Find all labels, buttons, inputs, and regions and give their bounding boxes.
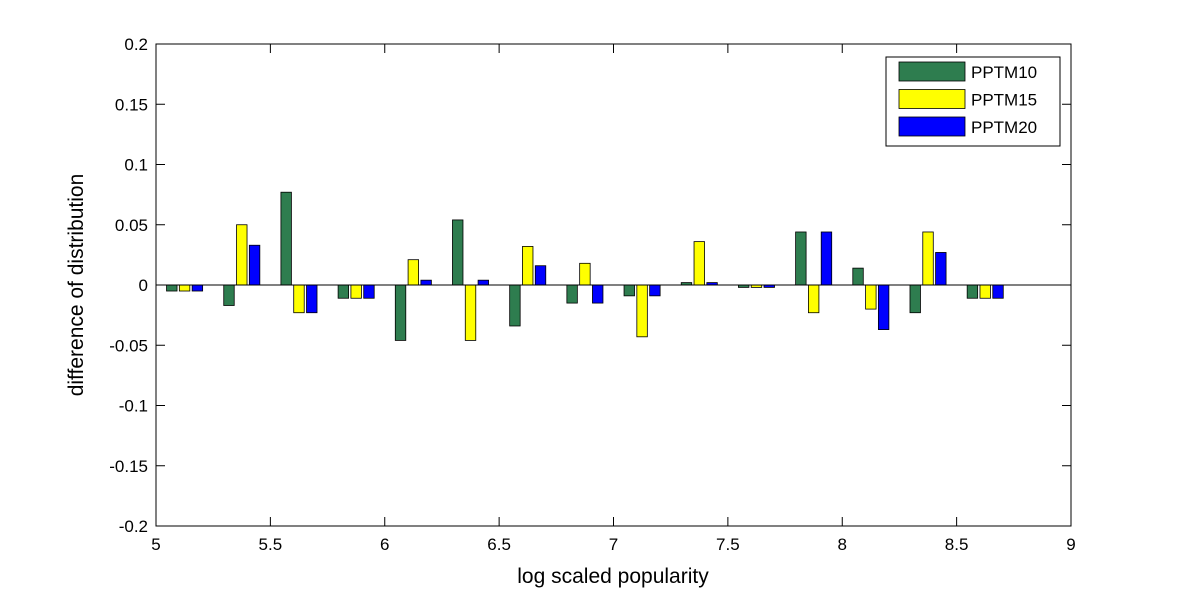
bar-pptm10-14	[966, 284, 979, 299]
y-tick-label: 0.2	[124, 35, 148, 54]
legend-swatch-pptm15	[898, 89, 966, 109]
x-tick-label: 8.5	[945, 535, 969, 554]
y-axis-ticks: 0.2 0.15 0.1 0.05 0 -0.05 -0.1 -0.15 -0.2	[109, 35, 1071, 536]
y-tick-label: -0.1	[119, 397, 148, 416]
legend-label-pptm20: PPTM20	[971, 118, 1037, 137]
bar-pptm10-6	[509, 284, 521, 327]
bar-pptm10-12	[852, 267, 864, 286]
bar-pptm20-14	[992, 284, 1004, 299]
bar-pptm20-8	[649, 284, 661, 297]
x-axis-ticks: 5 5.5 6 6.5 7 7.5 8 8.5 9	[151, 44, 1076, 554]
bar-pptm20-5	[477, 279, 489, 286]
bar-pptm15-7	[579, 262, 591, 286]
legend-label-pptm15: PPTM15	[971, 91, 1037, 110]
y-axis-title: difference of distribution	[65, 174, 88, 397]
legend: PPTM10 PPTM15 PPTM20	[885, 56, 1061, 147]
bar-pptm20-1	[248, 244, 261, 286]
x-tick-label: 6	[380, 535, 389, 554]
bar-pptm10-3	[337, 284, 350, 299]
bar-pptm10-7	[566, 284, 578, 304]
x-tick-label: 8	[838, 535, 847, 554]
bar-pptm15-14	[979, 284, 991, 299]
x-tick-label: 7.5	[716, 535, 740, 554]
bar-pptm15-2	[293, 284, 305, 314]
bar-pptm10-0	[166, 284, 178, 292]
y-tick-label: 0.05	[115, 216, 148, 235]
bar-pptm15-0	[178, 284, 191, 292]
y-tick-label: 0.15	[115, 95, 148, 114]
bar-pptm15-4	[407, 259, 419, 286]
bar-pptm10-8	[623, 284, 635, 297]
bar-pptm20-4	[420, 279, 432, 286]
y-tick-label: 0	[139, 276, 148, 295]
x-axis-title: log scaled popularity	[517, 565, 709, 588]
bar-pptm15-11	[808, 284, 820, 314]
bar-pptm10-1	[223, 284, 235, 306]
bar-pptm20-3	[363, 284, 375, 299]
bar-pptm10-4	[394, 284, 407, 341]
bar-pptm15-5	[464, 284, 477, 341]
bar-pptm15-6	[522, 246, 534, 286]
x-tick-label: 7	[609, 535, 618, 554]
bar-pptm15-3	[350, 284, 362, 299]
bar-pptm15-8	[636, 284, 648, 338]
bar-pptm10-11	[795, 231, 807, 286]
x-tick-label: 5	[151, 535, 160, 554]
bar-pptm20-0	[191, 284, 204, 292]
bar-pptm20-2	[306, 284, 318, 314]
bar-pptm15-9	[693, 241, 705, 286]
x-tick-label: 5.5	[259, 535, 283, 554]
y-tick-label: -0.2	[119, 517, 148, 536]
bar-pptm10-5	[452, 219, 464, 286]
bar-pptm20-13	[935, 252, 947, 286]
x-tick-label: 6.5	[487, 535, 511, 554]
x-tick-label: 9	[1066, 535, 1075, 554]
bar-pptm20-12	[877, 284, 890, 330]
bar-pptm15-13	[922, 231, 934, 286]
bar-pptm10-13	[909, 284, 921, 314]
y-tick-label: -0.05	[109, 336, 148, 355]
bar-pptm20-6	[534, 265, 547, 286]
legend-swatch-pptm10	[898, 61, 966, 82]
bar-pptm15-1	[236, 224, 248, 286]
bar-pptm20-7	[592, 284, 604, 304]
legend-swatch-pptm20	[898, 116, 966, 137]
y-tick-label: -0.15	[109, 457, 148, 476]
bar-pptm20-11	[820, 231, 833, 286]
legend-label-pptm10: PPTM10	[971, 63, 1037, 82]
bar-pptm10-2	[280, 191, 292, 286]
y-tick-label: 0.1	[124, 156, 148, 175]
bar-pptm15-12	[865, 284, 877, 310]
